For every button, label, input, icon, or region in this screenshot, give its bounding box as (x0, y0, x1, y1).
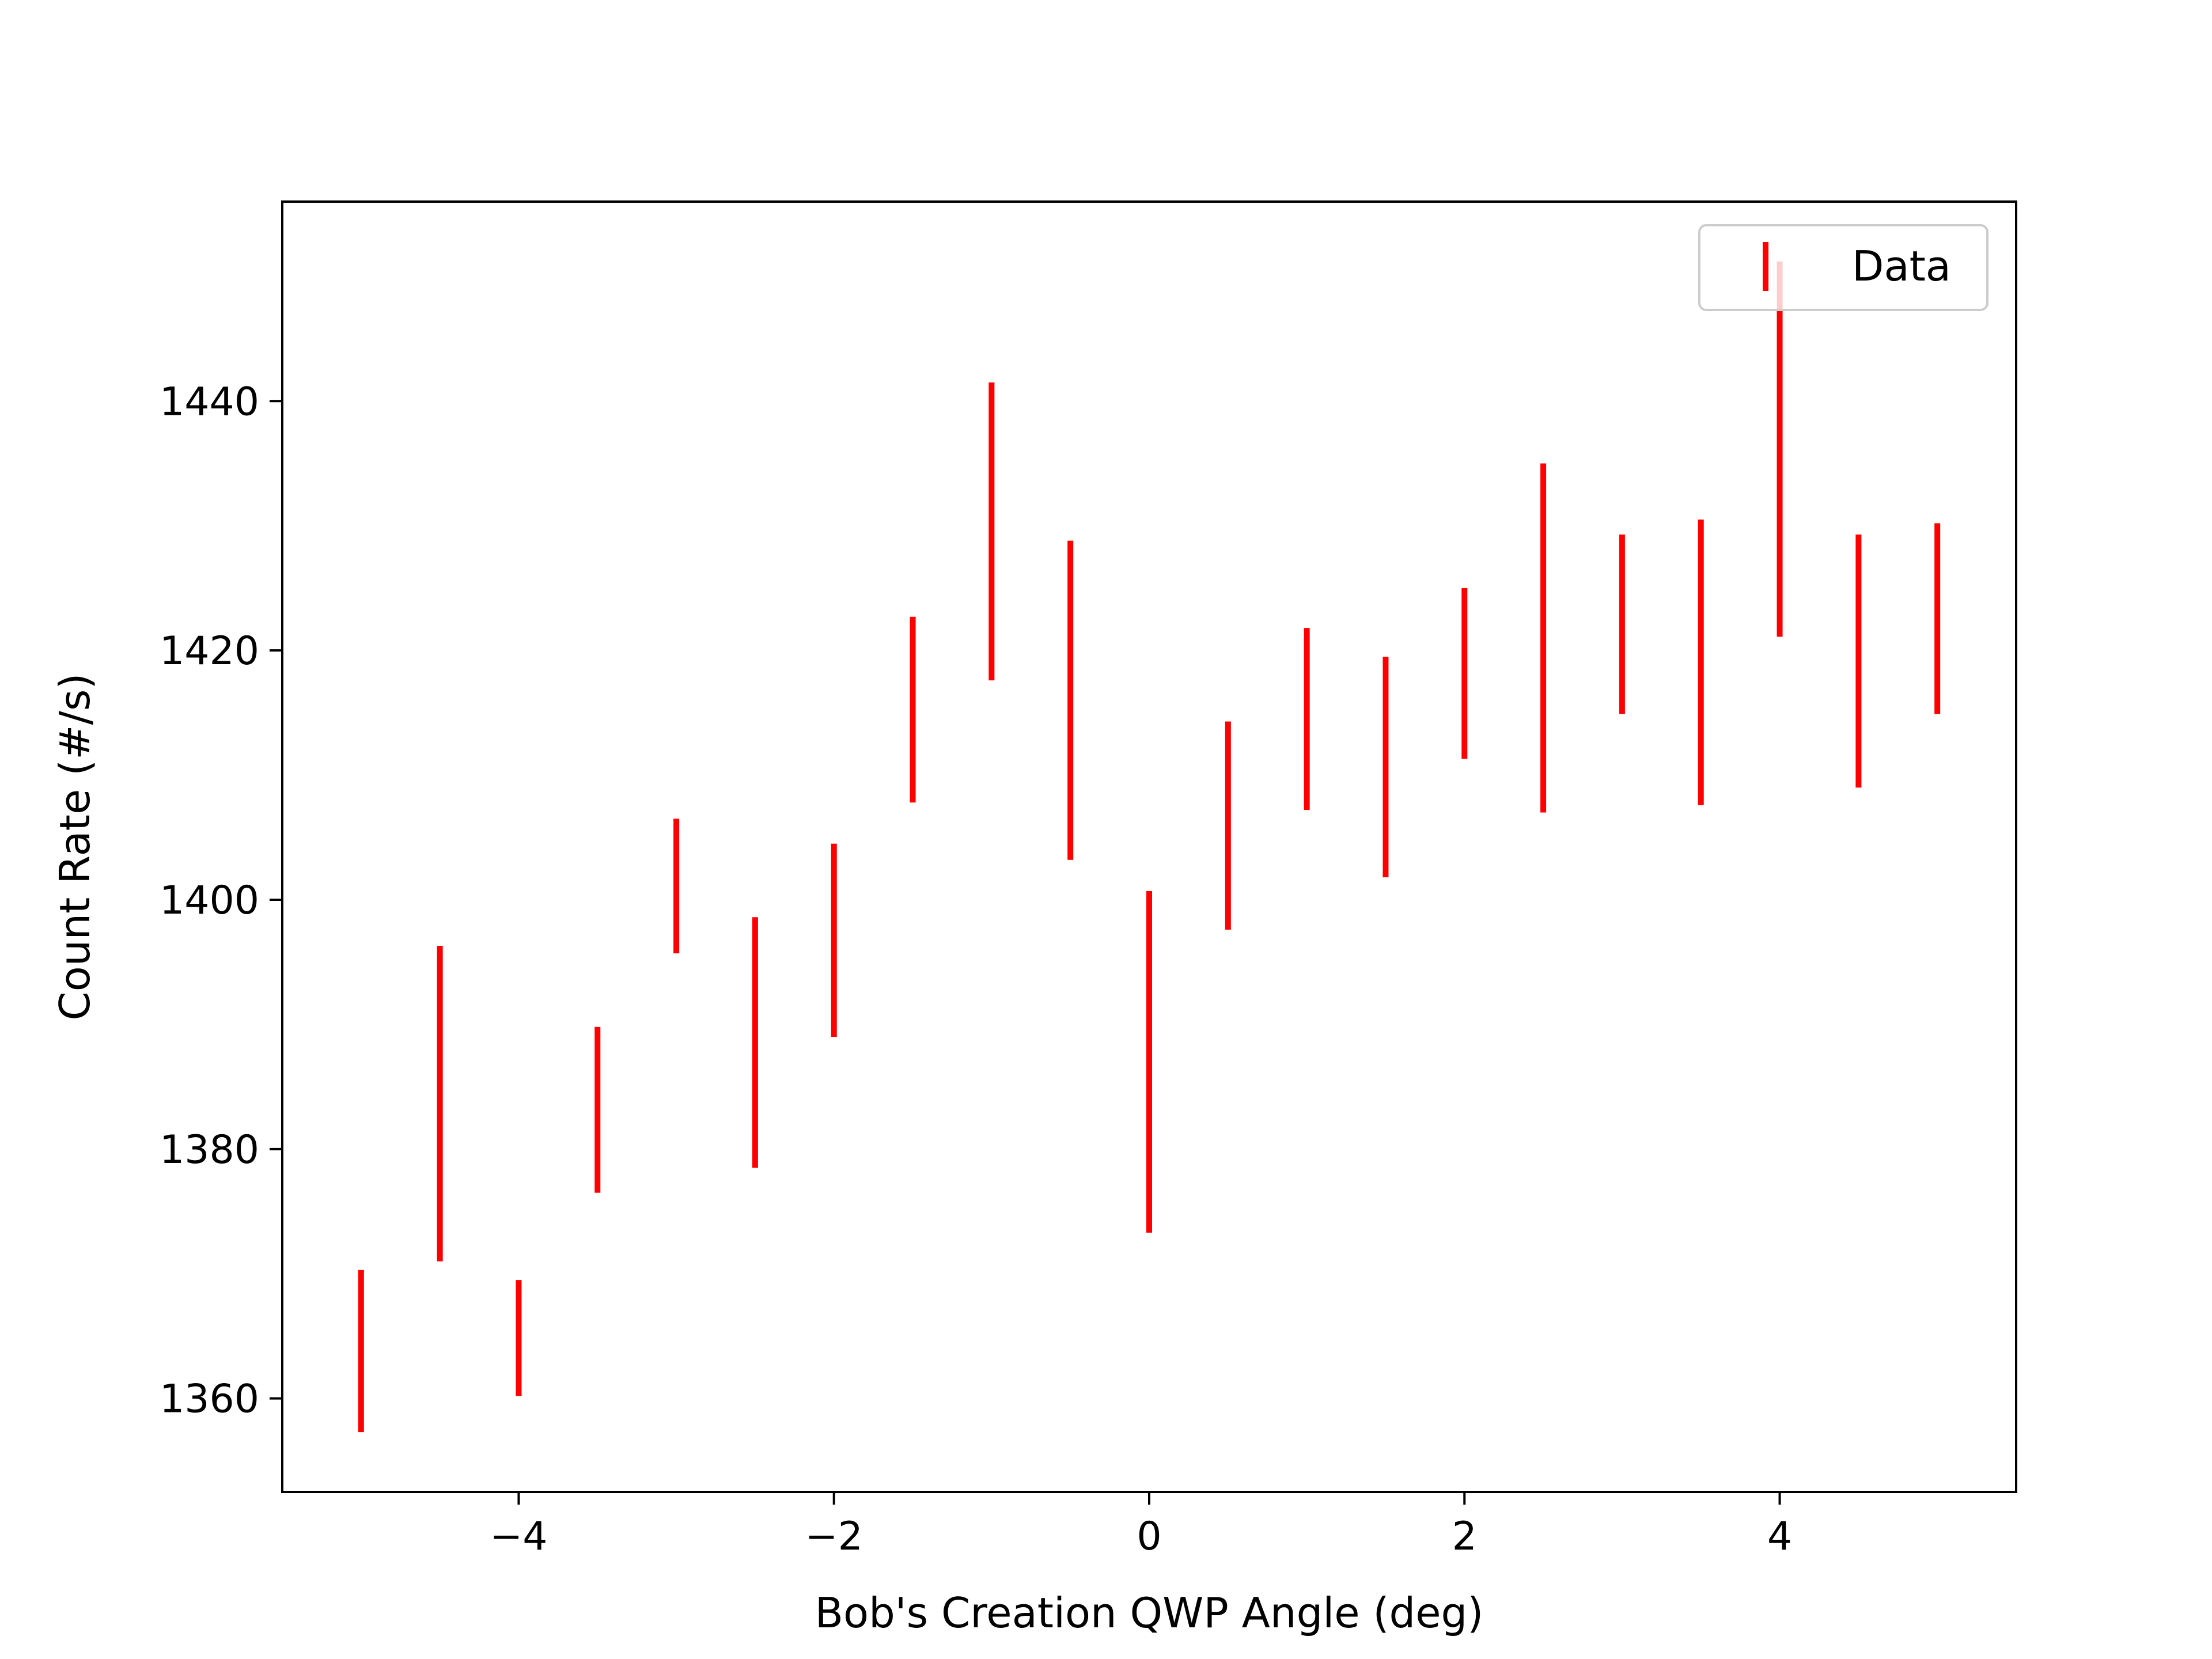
y-tick-label: 1400 (160, 878, 259, 923)
legend: Data (1698, 224, 1988, 311)
y-axis-label: Count Rate (#/s) (51, 673, 99, 1021)
plot-frame (281, 200, 2017, 1493)
legend-box (1698, 224, 1988, 311)
x-tick-label: −2 (805, 1514, 863, 1559)
y-tick-label: 1360 (160, 1377, 259, 1422)
y-tick-label: 1380 (160, 1127, 259, 1173)
legend-label-data: Data (1852, 242, 1951, 290)
x-tick-label: 4 (1767, 1514, 1792, 1559)
x-axis-label: Bob's Creation QWP Angle (deg) (815, 1589, 1484, 1637)
x-tick-label: −4 (490, 1514, 547, 1559)
y-axis-ticks: 1360 1380 1400 1420 1440 (160, 379, 282, 1422)
y-tick-label: 1420 (160, 628, 259, 674)
x-tick-label: 0 (1137, 1514, 1161, 1559)
x-axis-ticks: −4 −2 0 2 4 (490, 1492, 1792, 1559)
data-series (358, 261, 1941, 1433)
y-tick-label: 1440 (160, 379, 259, 425)
x-tick-label: 2 (1452, 1514, 1477, 1559)
